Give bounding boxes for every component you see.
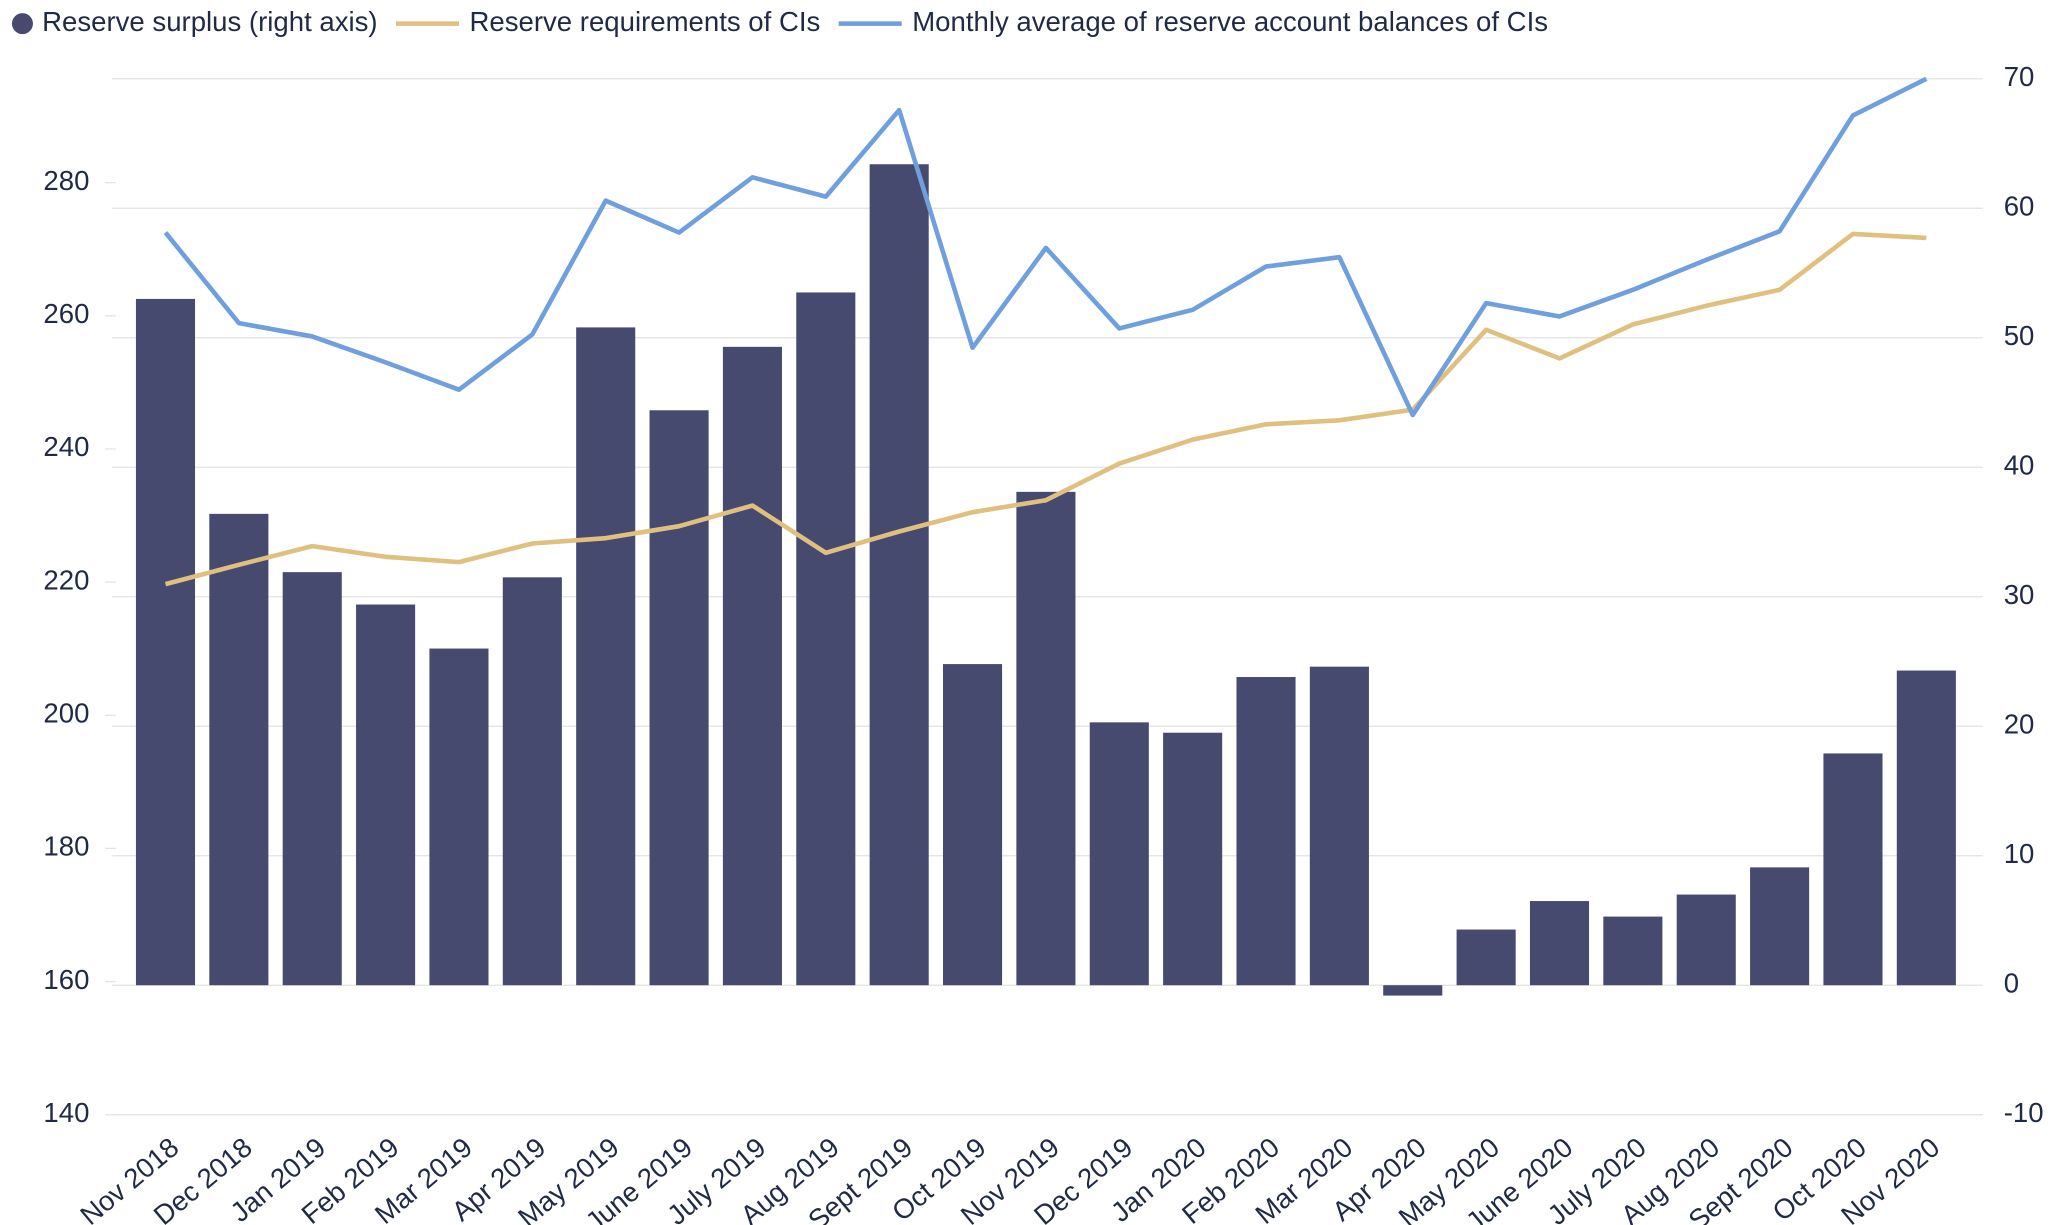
legend-label: Reserve surplus (right axis) <box>42 6 377 37</box>
line <box>163 76 1928 418</box>
bar <box>135 298 196 986</box>
y-tick-label: 220 <box>43 564 89 595</box>
y2-tick-label: 50 <box>2004 320 2035 351</box>
bar <box>576 327 636 986</box>
y-tick-label: 200 <box>43 698 89 729</box>
bar <box>1236 677 1296 986</box>
y-tick-label: 140 <box>43 1097 89 1128</box>
y-tick-label: 160 <box>43 964 89 995</box>
bar <box>502 577 562 986</box>
bar <box>1750 867 1810 986</box>
y-tick-label: 260 <box>43 298 89 329</box>
bar <box>796 292 856 986</box>
bar <box>869 164 929 986</box>
bar <box>1896 670 1956 986</box>
y-tick-label: 280 <box>43 165 89 196</box>
legend-swatch <box>11 13 33 35</box>
bar <box>429 648 489 986</box>
bar <box>1309 666 1369 986</box>
legend-item: Monthly average of reserve account balan… <box>838 6 1548 37</box>
legend-label: Reserve requirements of CIs <box>470 6 821 37</box>
legend-item: Reserve requirements of CIs <box>395 6 821 37</box>
bar <box>1089 722 1149 986</box>
y-tick-label: 240 <box>43 431 89 462</box>
bar <box>356 604 416 986</box>
bar <box>1163 732 1223 986</box>
bar <box>1676 894 1736 986</box>
y2-tick-label: 0 <box>2004 968 2019 999</box>
y2-tick-label: -10 <box>2004 1097 2044 1128</box>
legend-item: Reserve surplus (right axis) <box>11 6 378 37</box>
y2-tick-label: 60 <box>2004 191 2035 222</box>
bar <box>209 513 269 986</box>
bar <box>722 346 782 986</box>
bar <box>649 410 709 986</box>
legend-label: Monthly average of reserve account balan… <box>912 6 1548 37</box>
bar <box>1603 916 1663 986</box>
bar <box>282 572 342 986</box>
bar <box>1383 985 1443 996</box>
line <box>164 231 1927 587</box>
y2-tick-label: 30 <box>2004 579 2035 610</box>
y2-tick-label: 40 <box>2004 450 2035 481</box>
bar <box>1823 753 1883 986</box>
y2-tick-label: 70 <box>2004 61 2035 92</box>
y2-tick-label: 20 <box>2004 709 2035 740</box>
y-tick-label: 180 <box>43 831 89 862</box>
y2-tick-label: 10 <box>2004 838 2035 869</box>
bar <box>1456 929 1516 986</box>
bar <box>1529 901 1590 986</box>
bar <box>1016 491 1076 986</box>
bar <box>943 664 1003 986</box>
